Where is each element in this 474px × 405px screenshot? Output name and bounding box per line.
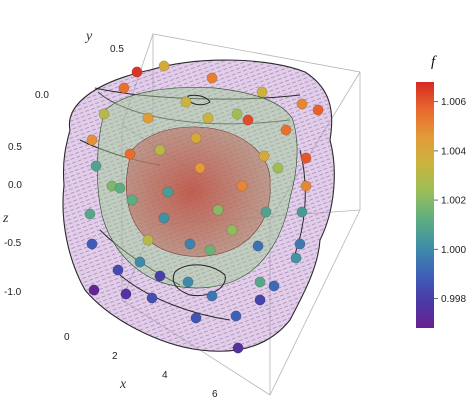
data-point bbox=[232, 342, 244, 354]
data-point bbox=[158, 60, 170, 72]
z-tick-label: 0.5 bbox=[8, 142, 22, 153]
colorbar-tick-label: 1.000 bbox=[441, 245, 466, 256]
data-point bbox=[268, 280, 280, 292]
data-point bbox=[254, 276, 266, 288]
data-point bbox=[258, 150, 270, 162]
data-point bbox=[182, 276, 194, 288]
data-point bbox=[290, 252, 302, 264]
data-point bbox=[300, 180, 312, 192]
data-point bbox=[118, 82, 130, 94]
axis-ticks: 0.5 0.0 0.5 0.0 -0.5 -1.0 0 2 4 6 bbox=[4, 44, 218, 400]
data-point bbox=[242, 114, 254, 126]
data-point bbox=[154, 270, 166, 282]
data-point bbox=[206, 290, 218, 302]
data-point bbox=[280, 124, 292, 136]
data-point bbox=[134, 256, 146, 268]
data-point bbox=[162, 186, 174, 198]
data-point bbox=[260, 206, 272, 218]
data-point bbox=[300, 152, 312, 164]
data-point bbox=[84, 208, 96, 220]
colorbar-ticks: 1.006 1.004 1.002 1.000 0.998 bbox=[434, 97, 466, 305]
data-point bbox=[236, 180, 248, 192]
data-point bbox=[142, 112, 154, 124]
data-point bbox=[180, 96, 192, 108]
y-axis-label: y bbox=[84, 29, 93, 44]
x-tick-label: 4 bbox=[162, 370, 168, 381]
z-axis-label: z bbox=[2, 211, 9, 226]
data-point bbox=[88, 284, 100, 296]
data-points bbox=[84, 60, 324, 354]
colorbar-tick-label: 0.998 bbox=[441, 294, 466, 305]
x-tick-label: 2 bbox=[112, 351, 118, 362]
z-tick-label: 0.0 bbox=[8, 180, 22, 191]
data-point bbox=[86, 238, 98, 250]
colorbar: f 1.006 1.004 1.002 1.000 0.998 bbox=[416, 54, 466, 328]
data-point bbox=[114, 182, 126, 194]
z-tick-label: -0.5 bbox=[4, 238, 22, 249]
data-point bbox=[126, 194, 138, 206]
data-point bbox=[272, 162, 284, 174]
data-point bbox=[112, 264, 124, 276]
data-point bbox=[190, 132, 202, 144]
data-point bbox=[154, 144, 166, 156]
colorbar-tick-label: 1.004 bbox=[441, 146, 466, 157]
data-point bbox=[124, 148, 136, 160]
data-point bbox=[206, 72, 218, 84]
y-tick-label: 0.0 bbox=[35, 90, 49, 101]
x-tick-label: 0 bbox=[64, 332, 70, 343]
data-point bbox=[226, 224, 238, 236]
data-point bbox=[142, 234, 154, 246]
data-point bbox=[296, 206, 308, 218]
data-point bbox=[294, 238, 306, 250]
isosurface-inner bbox=[126, 126, 271, 257]
data-point bbox=[90, 160, 102, 172]
data-point bbox=[204, 244, 216, 256]
x-tick-label: 6 bbox=[212, 389, 218, 400]
data-point bbox=[120, 288, 132, 300]
data-point bbox=[86, 134, 98, 146]
data-point bbox=[202, 112, 214, 124]
colorbar-title: f bbox=[431, 54, 437, 70]
colorbar-bar bbox=[416, 82, 434, 328]
y-tick-label: 0.5 bbox=[110, 44, 124, 55]
data-point bbox=[230, 310, 242, 322]
data-point bbox=[254, 294, 266, 306]
data-point bbox=[296, 98, 308, 110]
data-point bbox=[146, 292, 158, 304]
data-point bbox=[212, 204, 224, 216]
data-point bbox=[252, 240, 264, 252]
data-point bbox=[158, 212, 170, 224]
z-tick-label: -1.0 bbox=[4, 287, 22, 298]
data-point bbox=[312, 104, 324, 116]
data-point bbox=[256, 86, 268, 98]
data-point bbox=[231, 108, 243, 120]
data-point bbox=[194, 162, 206, 174]
data-point bbox=[184, 238, 196, 250]
colorbar-tick-label: 1.006 bbox=[441, 97, 466, 108]
data-point bbox=[190, 312, 202, 324]
colorbar-tick-label: 1.002 bbox=[441, 196, 466, 207]
data-point bbox=[131, 66, 143, 78]
data-point bbox=[98, 108, 110, 120]
x-axis-label: x bbox=[119, 377, 127, 392]
